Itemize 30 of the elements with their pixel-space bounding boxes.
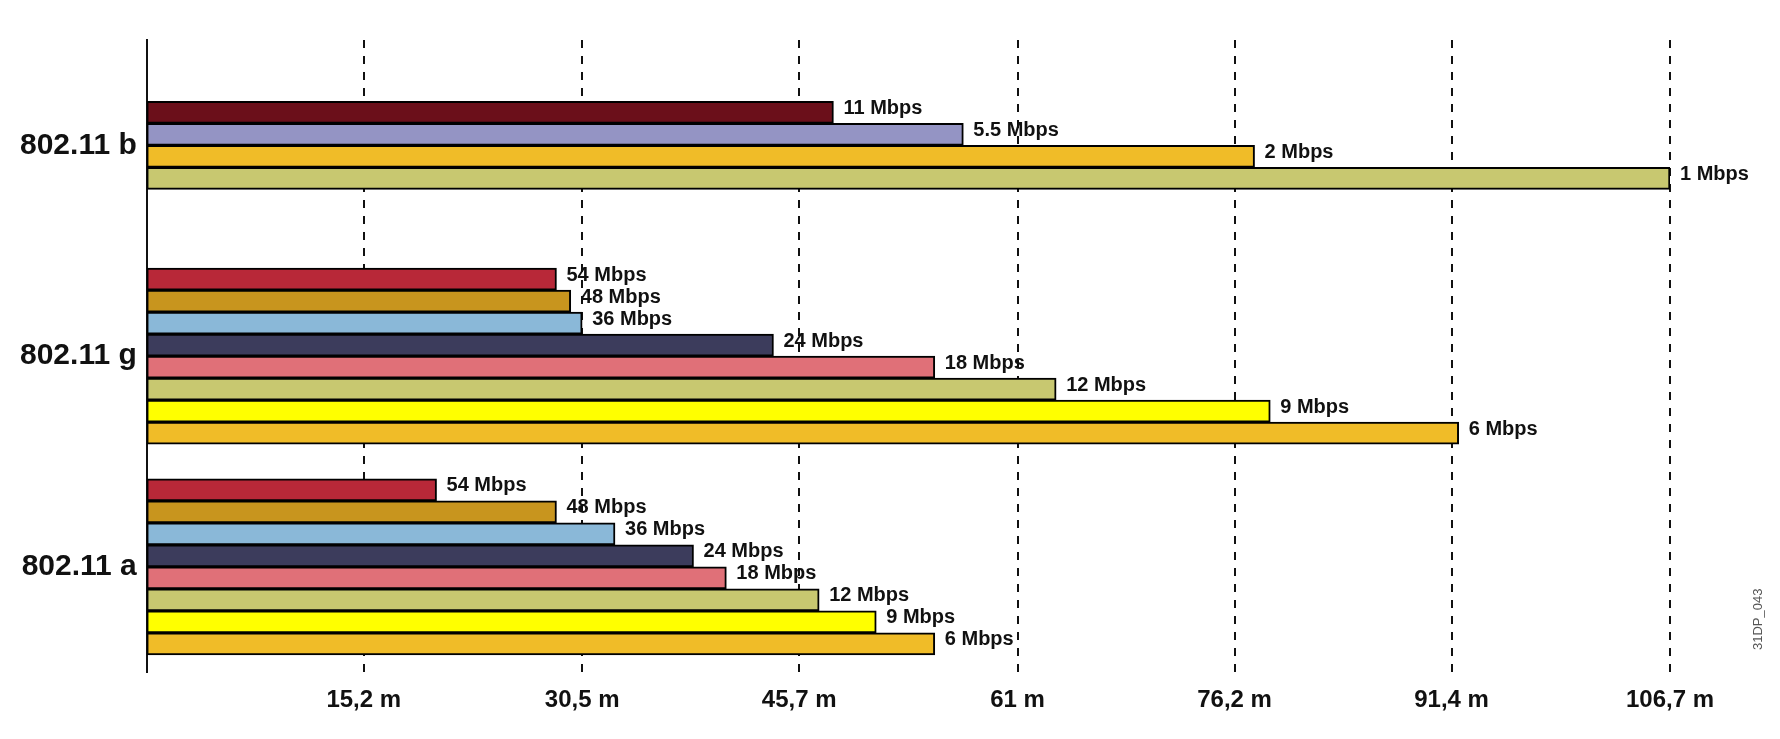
y-tick-label: 802.11 b (20, 126, 137, 160)
x-tick-label: 15,2 m (326, 685, 402, 713)
series-label: 11 Mbps (843, 95, 923, 118)
series-label: 1 Mbps (1680, 161, 1749, 184)
series-label: 2 Mbps (1264, 139, 1334, 162)
text: 36 Mbps (625, 517, 706, 540)
text: 9 Mbps (1280, 394, 1350, 417)
series-label: 54 Mbps (446, 473, 527, 496)
y-tick-label: 802.11 g (20, 337, 137, 371)
series-label: 6 Mbps (944, 627, 1014, 650)
text: 24 Mbps (783, 328, 864, 351)
series-label: 5.5 Mbps (973, 117, 1059, 140)
x-tick-label: 106,7 m (1625, 685, 1715, 713)
x-tick-label: 61 m (990, 685, 1045, 713)
text: 6 Mbps (1468, 416, 1538, 439)
series-label: 9 Mbps (886, 605, 956, 628)
series-label: 48 Mbps (580, 284, 661, 307)
x-tick-label: 76,2 m (1197, 685, 1272, 713)
x-tick-label: 30,5 m (544, 685, 620, 713)
x-tick-label: 45,7 m (761, 685, 837, 713)
x-tick-label: 91,4 m (1414, 685, 1489, 713)
text: 18 Mbps (736, 561, 817, 584)
y-tick-label: 802.11 a (21, 548, 138, 582)
series-label: 12 Mbps (829, 583, 910, 606)
series-label: 36 Mbps (592, 306, 673, 329)
series-label: 18 Mbps (944, 350, 1025, 373)
text: 31DP_043 (1749, 588, 1765, 650)
series-label: 24 Mbps (703, 539, 784, 562)
text: 54 Mbps (566, 262, 647, 285)
text: 12 Mbps (1066, 372, 1147, 395)
